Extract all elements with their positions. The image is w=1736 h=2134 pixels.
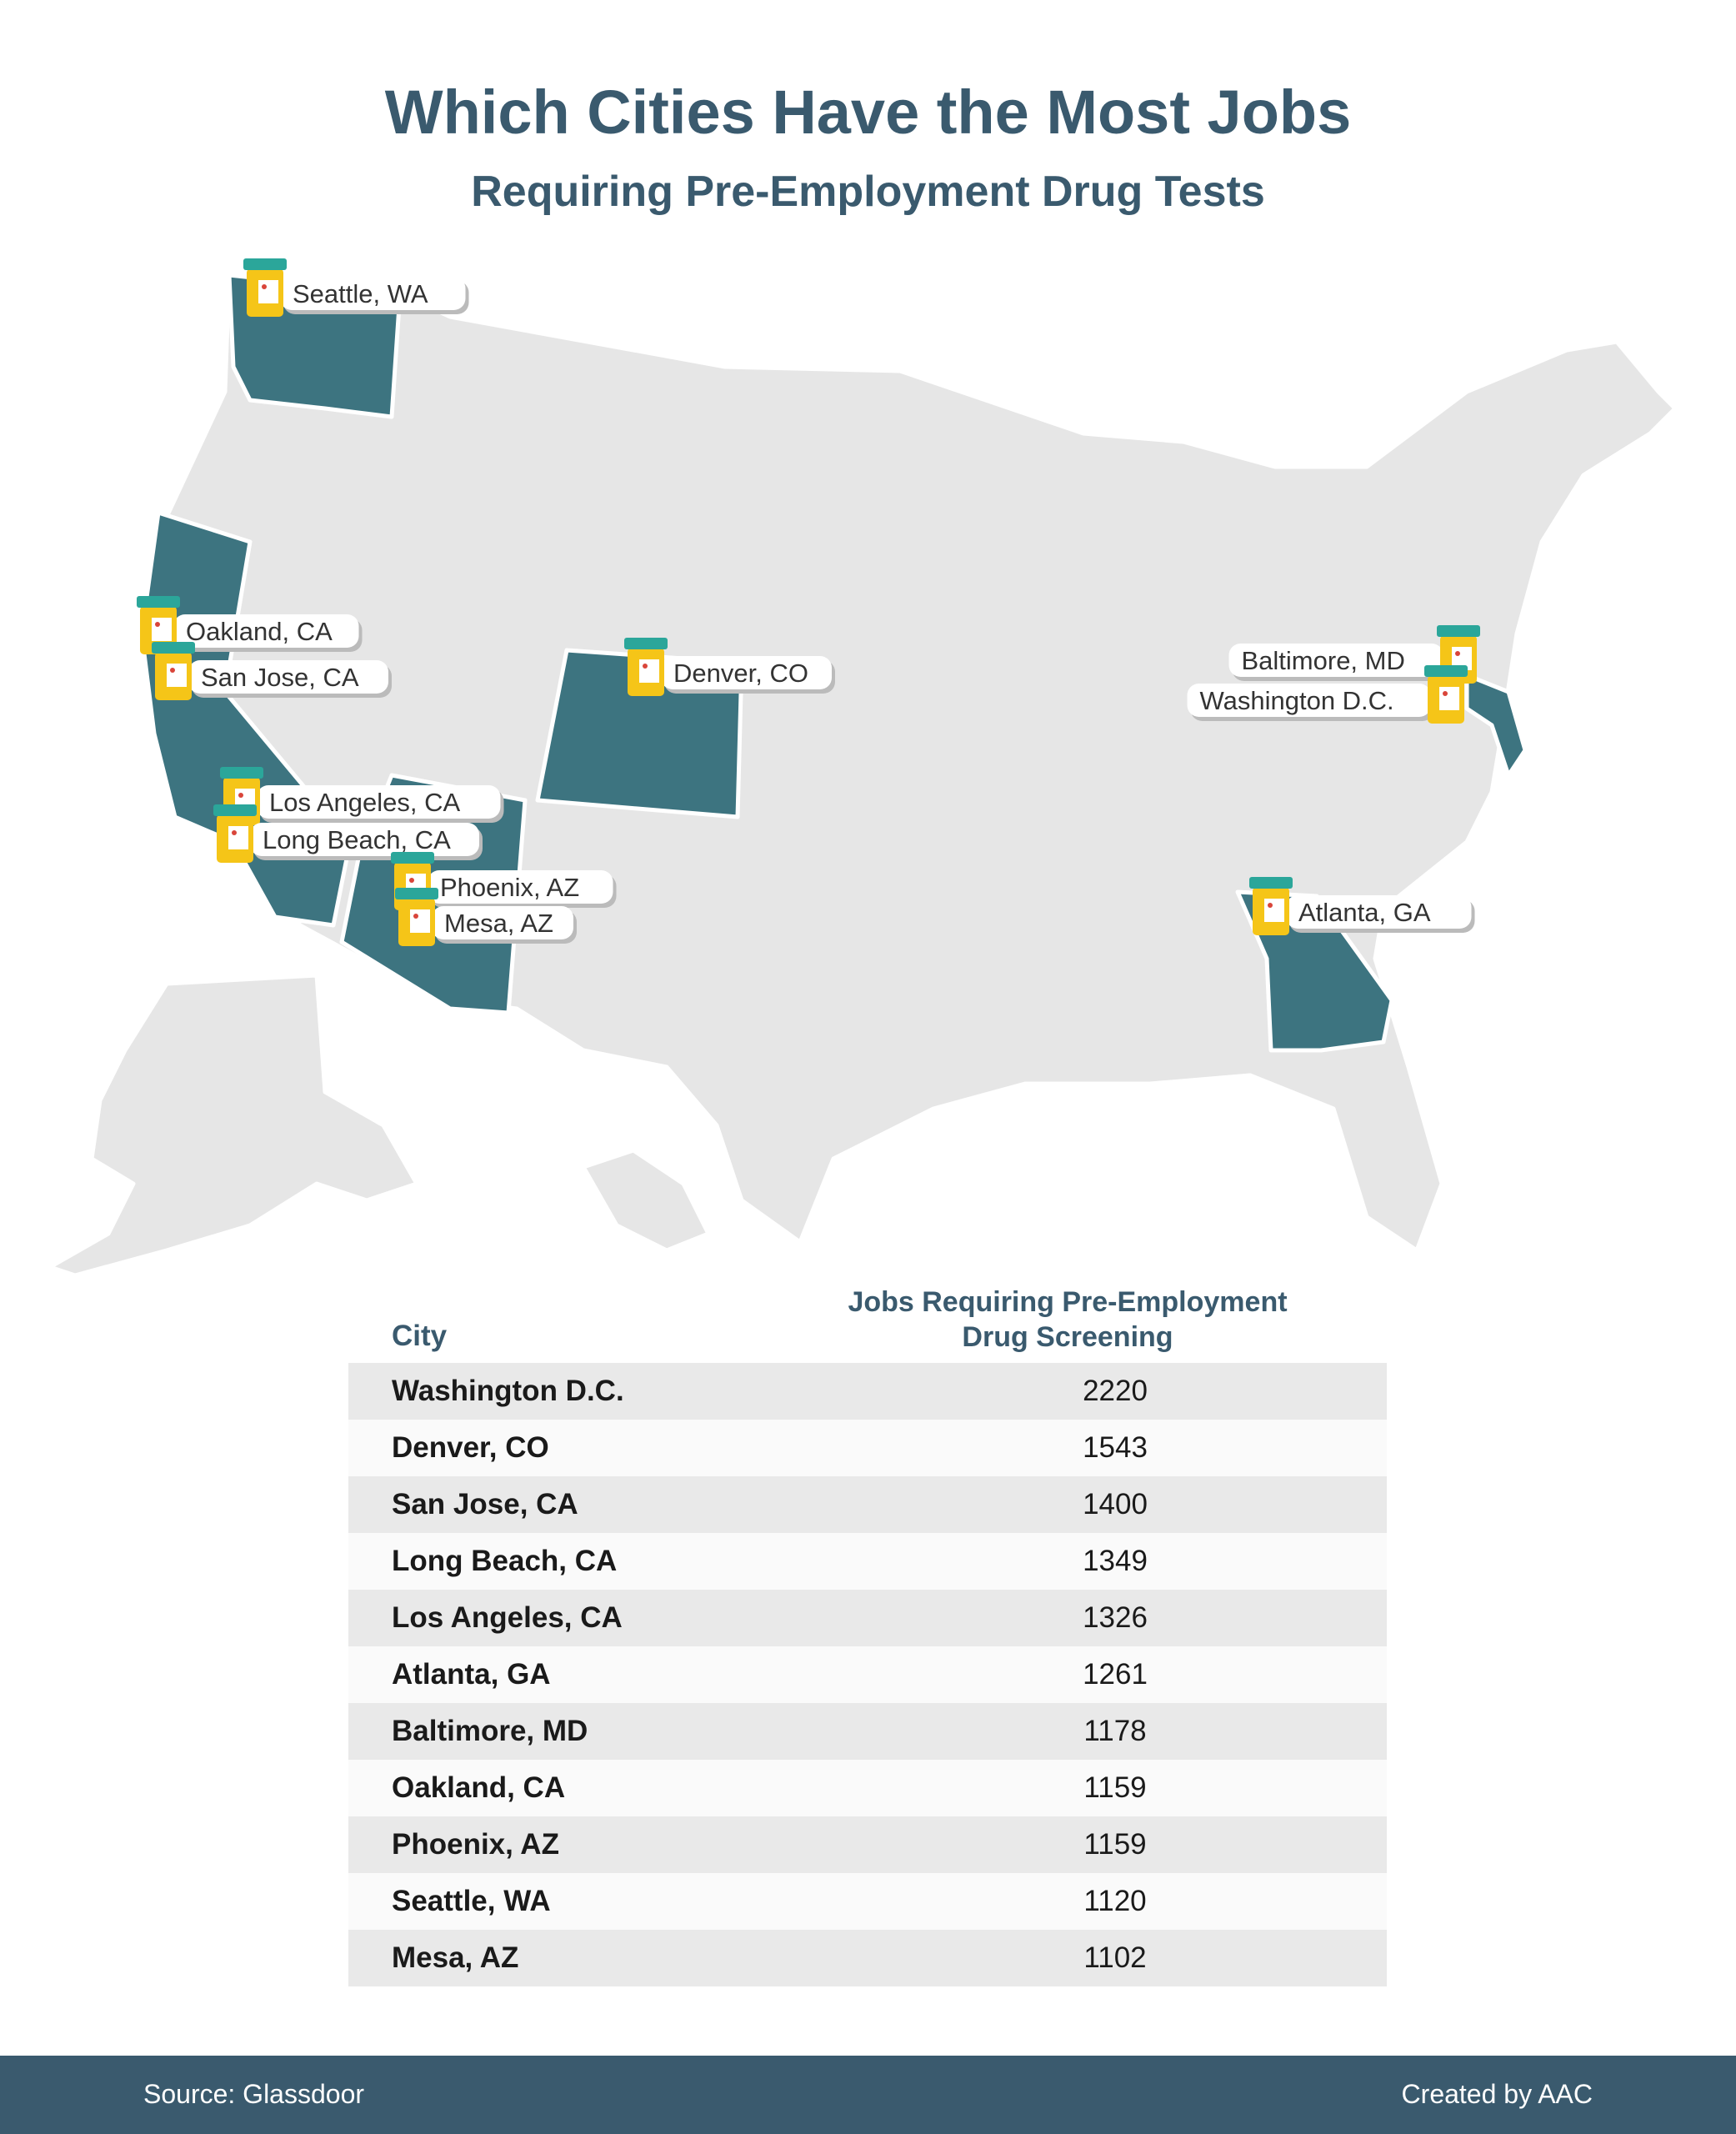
- col-header-jobs-line1: Jobs Requiring Pre-Employment: [848, 1286, 1288, 1318]
- marker-label-box: [432, 906, 573, 939]
- marker-label-box: [1187, 684, 1431, 717]
- pill-bottle-icon: [395, 888, 438, 946]
- table-row: Long Beach, CA 1349: [348, 1533, 1387, 1590]
- cell-city: Atlanta, GA: [392, 1658, 551, 1691]
- table-row: Phoenix, AZ 1159: [348, 1816, 1387, 1873]
- cell-jobs: 1400: [1083, 1488, 1148, 1520]
- marker-label-box: [250, 823, 479, 856]
- pill-bottle-icon: [1249, 877, 1293, 935]
- cell-city: Long Beach, CA: [392, 1545, 618, 1577]
- marker-label: Seattle, WA: [293, 279, 428, 308]
- cell-city: Oakland, CA: [392, 1771, 566, 1804]
- marker-san-jose-ca: San Jose, CA: [152, 642, 392, 700]
- cell-jobs: 1120: [1083, 1885, 1147, 1917]
- state-hawaii: [581, 1148, 711, 1253]
- col-header-city: City: [392, 1320, 448, 1352]
- marker-seattle-wa: Seattle, WA: [243, 258, 469, 317]
- map-states: [48, 273, 1678, 1278]
- cell-city: Seattle, WA: [392, 1885, 551, 1917]
- marker-label-box: [1286, 895, 1472, 929]
- marker-label: Mesa, AZ: [444, 909, 553, 938]
- state-maryland: [1464, 673, 1528, 778]
- cell-city: San Jose, CA: [392, 1488, 578, 1520]
- marker-label-box: [1228, 644, 1443, 677]
- marker-label-box: [188, 660, 388, 694]
- cell-jobs: 1178: [1083, 1715, 1147, 1747]
- cell-jobs: 1543: [1083, 1431, 1148, 1464]
- table-row: Atlanta, GA 1261: [348, 1646, 1387, 1703]
- marker-long-beach-ca: Long Beach, CA: [213, 804, 483, 863]
- marker-oakland-ca: Oakland, CA: [137, 596, 363, 654]
- cell-jobs: 2220: [1083, 1375, 1148, 1407]
- pill-bottle-icon: [243, 258, 287, 317]
- marker-atlanta-ga: Atlanta, GA: [1249, 877, 1475, 935]
- marker-label-box: [257, 785, 501, 819]
- col-header-jobs-line2: Drug Screening: [962, 1321, 1173, 1353]
- marker-label: Atlanta, GA: [1298, 898, 1431, 927]
- marker-label-box: [661, 656, 832, 689]
- marker-label-box: [173, 614, 359, 648]
- marker-washington-d-c: Washington D.C.: [1187, 665, 1468, 724]
- cell-jobs: 1159: [1083, 1828, 1147, 1861]
- state-alaska: [48, 973, 419, 1278]
- table-row: Los Angeles, CA 1326: [348, 1590, 1387, 1646]
- pill-bottle-icon: [213, 804, 257, 863]
- marker-label: Long Beach, CA: [263, 825, 451, 854]
- table-row: Denver, CO 1543: [348, 1420, 1387, 1476]
- marker-label-box: [428, 870, 613, 904]
- marker-label-box: [280, 277, 466, 310]
- cell-city: Washington D.C.: [392, 1375, 624, 1407]
- table-row: Washington D.C. 2220: [348, 1363, 1387, 1420]
- cell-jobs: 1326: [1083, 1601, 1148, 1634]
- table-row: Seattle, WA 1120: [348, 1873, 1387, 1930]
- state-base: [139, 273, 1678, 1253]
- cell-jobs: 1159: [1083, 1771, 1147, 1804]
- marker-label: Los Angeles, CA: [269, 788, 461, 817]
- pill-bottle-icon: [152, 642, 195, 700]
- marker-denver-co: Denver, CO: [624, 638, 835, 696]
- cell-jobs: 1102: [1083, 1941, 1147, 1974]
- footer-bar: Source: Glassdoor Created by AAC: [0, 2056, 1736, 2134]
- table-row: Oakland, CA 1159: [348, 1760, 1387, 1816]
- marker-label: Oakland, CA: [186, 617, 333, 646]
- marker-label: Baltimore, MD: [1242, 646, 1405, 675]
- marker-label: Denver, CO: [673, 659, 808, 688]
- table-body: Washington D.C. 2220 Denver, CO 1543 San Jos…: [348, 1363, 1387, 1986]
- pill-bottle-icon: [624, 638, 668, 696]
- cell-city: Baltimore, MD: [392, 1715, 588, 1747]
- table-header: City Jobs Requiring Pre-Employment Drug …: [348, 1259, 1387, 1363]
- page-subtitle: Requiring Pre-Employment Drug Tests: [471, 168, 1265, 216]
- credit-text: Created by AAC: [1401, 2079, 1593, 2109]
- cell-city: Mesa, AZ: [392, 1941, 519, 1974]
- cell-city: Phoenix, AZ: [392, 1828, 559, 1861]
- table-row: Baltimore, MD 1178: [348, 1703, 1387, 1760]
- us-map: Seattle, WA Oakland, CA San Jose, CA Denver…: [48, 258, 1678, 1278]
- col-header-jobs: Jobs Requiring Pre-Employment Drug Scree…: [748, 1285, 1387, 1355]
- table-row: San Jose, CA 1400: [348, 1476, 1387, 1533]
- data-table: City Jobs Requiring Pre-Employment Drug …: [348, 1259, 1387, 1986]
- cell-city: Denver, CO: [392, 1431, 549, 1464]
- page-title: Which Cities Have the Most Jobs: [384, 78, 1352, 147]
- cell-jobs: 1261: [1083, 1658, 1148, 1691]
- cell-jobs: 1349: [1083, 1545, 1148, 1577]
- table-row: Mesa, AZ 1102: [348, 1930, 1387, 1986]
- map-markers: Seattle, WA Oakland, CA San Jose, CA Denver…: [137, 258, 1480, 946]
- pill-bottle-icon: [1424, 665, 1468, 724]
- source-text: Source: Glassdoor: [143, 2079, 365, 2109]
- marker-label: Washington D.C.: [1200, 686, 1394, 715]
- marker-mesa-az: Mesa, AZ: [395, 888, 577, 946]
- cell-city: Los Angeles, CA: [392, 1601, 623, 1634]
- marker-label: Phoenix, AZ: [440, 873, 579, 902]
- marker-label: San Jose, CA: [201, 663, 359, 692]
- marker-baltimore-md: Baltimore, MD: [1228, 625, 1480, 684]
